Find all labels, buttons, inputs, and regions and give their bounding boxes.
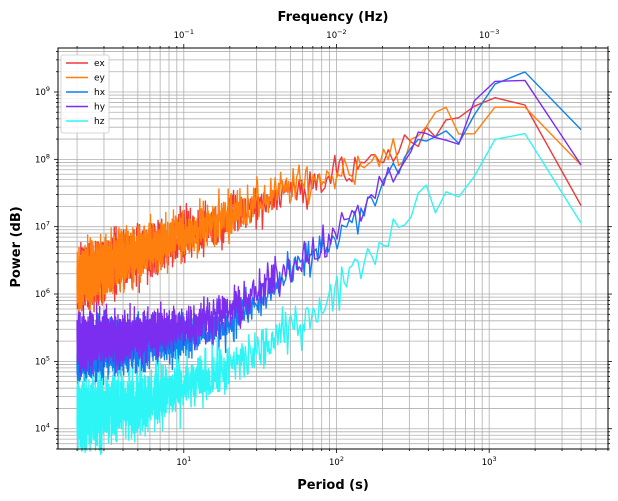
top-tick-label: 10−3: [479, 28, 499, 41]
y-tick-label: 106: [35, 287, 50, 300]
tick-labels: 101 102 103 10−1 10−2 10−3 104 105 106 107 108 109: [35, 28, 499, 468]
y-axis-title: Power (dB): [9, 206, 24, 287]
series-line-hz: [76, 132, 582, 456]
y-tick-label: 107: [35, 220, 50, 233]
x-tick-label: 103: [482, 455, 497, 468]
axis-ticks: [54, 44, 612, 453]
legend-label-hz: hz: [94, 117, 105, 127]
top-axis-title: Frequency (Hz): [278, 10, 389, 25]
legend-label-hx: hx: [94, 88, 106, 98]
y-tick-label: 104: [35, 422, 50, 435]
y-tick-label: 108: [35, 152, 50, 165]
series-lines: [76, 71, 582, 456]
legend: ex ey hx hy hz: [60, 54, 110, 134]
y-tick-label: 105: [35, 354, 50, 367]
legend-box: [60, 54, 110, 134]
y-tick-label: 109: [35, 85, 50, 98]
plot-frame: [57, 47, 609, 450]
top-tick-label: 10−1: [174, 28, 194, 41]
x-tick-label: 102: [329, 455, 344, 468]
legend-label-hy: hy: [94, 103, 106, 113]
x-tick-label: 101: [176, 455, 191, 468]
series-line-ey: [76, 106, 582, 312]
legend-label-ex: ex: [94, 59, 105, 69]
series-line-hy: [76, 79, 582, 378]
legend-label-ey: ey: [94, 74, 106, 84]
top-tick-label: 10−2: [326, 28, 346, 41]
x-axis-title: Period (s): [297, 478, 369, 493]
